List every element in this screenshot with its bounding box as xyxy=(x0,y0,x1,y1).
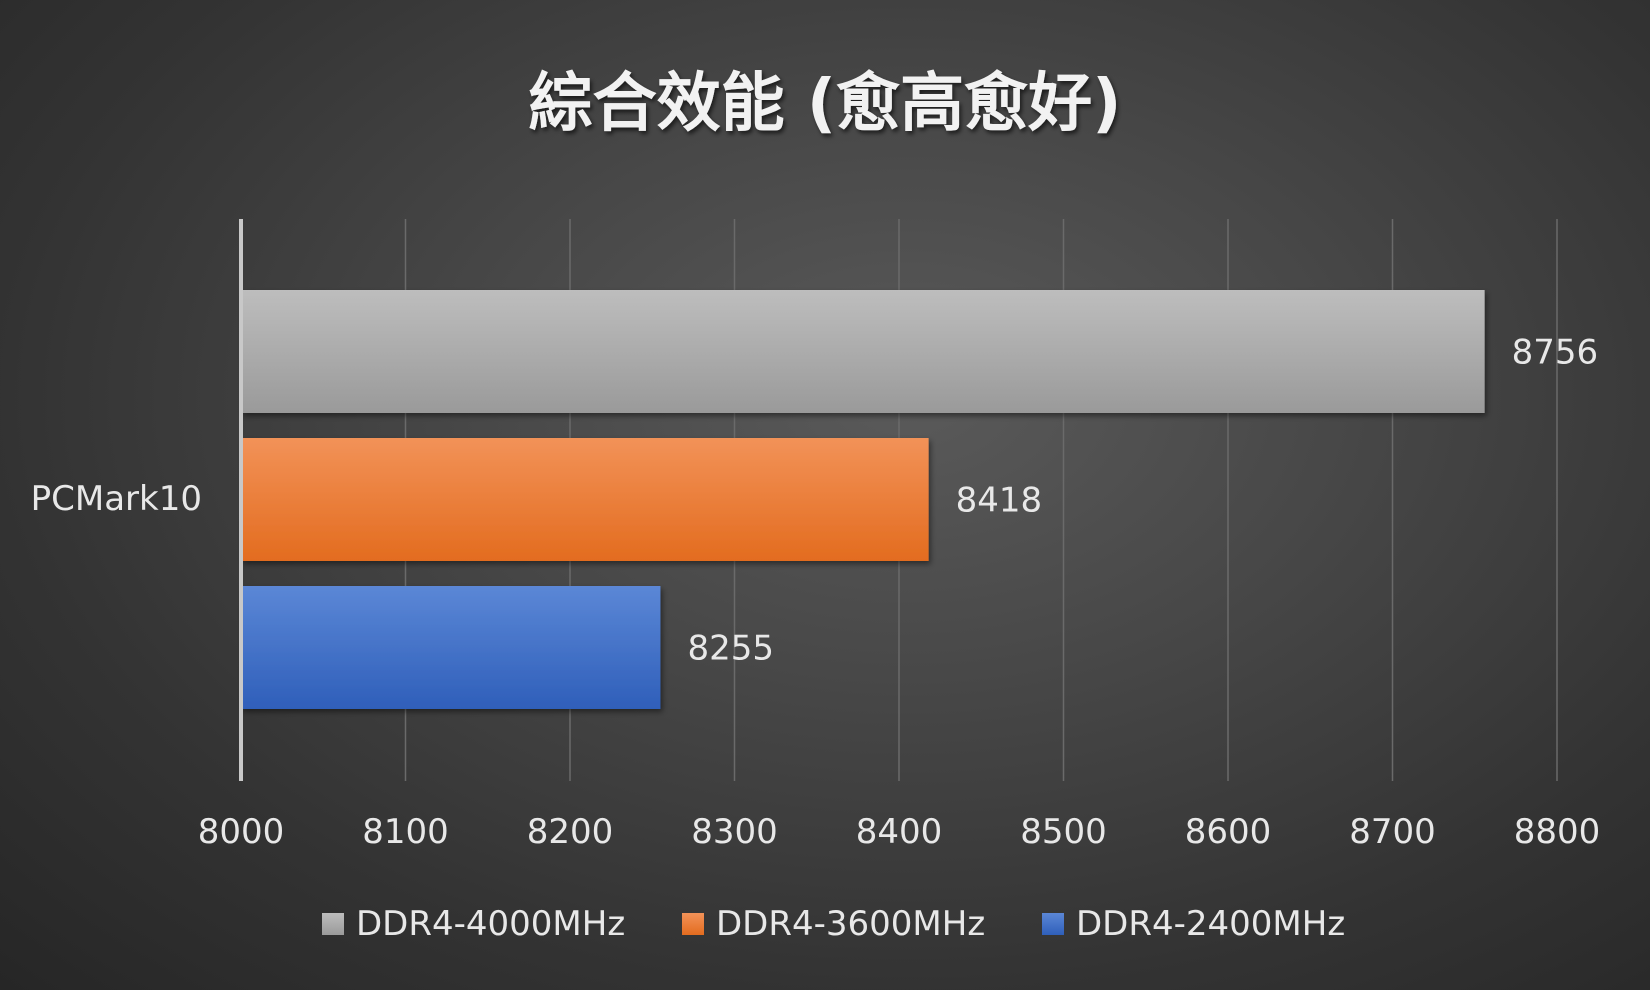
x-tick-label: 8400 xyxy=(856,812,943,852)
bar-ddr4-3600mhz xyxy=(241,438,929,561)
legend-label: DDR4-4000MHz xyxy=(356,904,625,944)
x-tick-label: 8200 xyxy=(527,812,614,852)
x-tick-label: 8700 xyxy=(1349,812,1436,852)
legend: DDR4-4000MHz DDR4-3600MHz DDR4-2400MHz xyxy=(322,904,1345,944)
x-tick-label: 8000 xyxy=(198,812,285,852)
bar-ddr4-2400mhz xyxy=(241,586,661,709)
bars xyxy=(241,290,1485,709)
legend-swatch xyxy=(1042,913,1064,935)
category-label: PCMark10 xyxy=(31,479,202,519)
data-labels: 8756 8418 8255 xyxy=(687,333,1598,669)
data-label: 8255 xyxy=(687,629,774,669)
x-axis: 8000 8100 8200 8300 8400 8500 8600 8700 8800 PCMa… xyxy=(31,219,1601,852)
x-tick-label: 8100 xyxy=(362,812,449,852)
x-tick-label: 8800 xyxy=(1514,812,1601,852)
legend-swatch xyxy=(682,913,704,935)
data-label: 8418 xyxy=(956,481,1043,521)
data-label: 8756 xyxy=(1512,333,1599,373)
legend-label: DDR4-3600MHz xyxy=(716,904,985,944)
bar-ddr4-4000mhz xyxy=(241,290,1485,413)
x-tick-label: 8600 xyxy=(1185,812,1272,852)
chart-title: 綜合效能 (愈高愈好) xyxy=(529,67,1122,141)
legend-label: DDR4-2400MHz xyxy=(1076,904,1345,944)
legend-swatch xyxy=(322,913,344,935)
x-tick-label: 8500 xyxy=(1020,812,1107,852)
x-tick-label: 8300 xyxy=(691,812,778,852)
